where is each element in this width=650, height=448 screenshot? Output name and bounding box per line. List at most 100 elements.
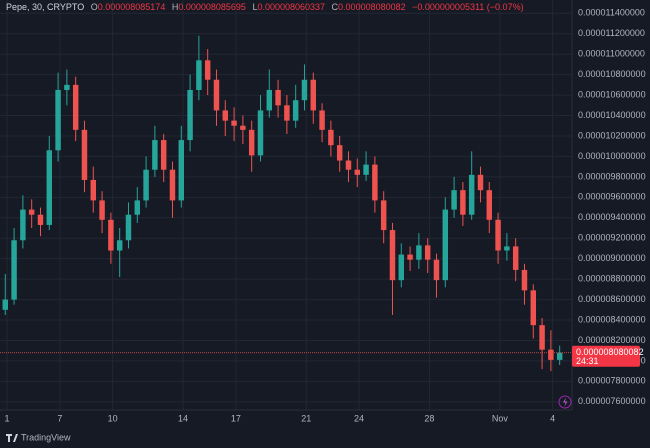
y-tick-label: 0.000011000000 xyxy=(578,49,645,59)
y-tick-label: 0.000009800000 xyxy=(578,171,646,181)
candle-body xyxy=(99,200,105,220)
y-tick-label: 0.000008800000 xyxy=(578,274,646,284)
ohlc-value: 0.000008080082 xyxy=(338,2,406,12)
last-price-label: 0.000008080082 xyxy=(576,347,644,357)
y-tick-label: 0.000009000000 xyxy=(578,253,646,263)
candle-body xyxy=(72,84,79,130)
y-tick-label: 0.000010200000 xyxy=(578,130,646,140)
candle-body xyxy=(257,110,264,156)
y-tick-label: 0.000008400000 xyxy=(578,314,646,324)
candle-body xyxy=(433,259,440,281)
candle-body xyxy=(37,214,44,225)
candle-body xyxy=(196,60,202,90)
candle-body xyxy=(204,60,211,80)
candle-body xyxy=(548,349,554,360)
x-tick-label: 4 xyxy=(550,413,555,423)
candle-body xyxy=(424,245,431,260)
candle-body xyxy=(266,89,273,111)
candle-body xyxy=(46,150,53,225)
candle-body xyxy=(20,209,26,241)
y-tick-label: 0.000010600000 xyxy=(578,89,646,99)
y-tick-label: 0.000007600000 xyxy=(578,396,646,406)
ohlc-label: L xyxy=(252,2,257,12)
symbol: Pepe, 30, CRYPTO xyxy=(6,2,84,12)
candle-body xyxy=(125,214,132,241)
x-tick-label: 21 xyxy=(301,413,311,423)
candle-body xyxy=(152,140,158,170)
brand: TradingView xyxy=(21,432,71,442)
ohlc-label: C xyxy=(332,2,339,12)
candle-body xyxy=(178,140,185,201)
candle-body xyxy=(11,240,17,300)
candle-body xyxy=(310,79,317,111)
candle-body xyxy=(345,160,352,170)
candle-body xyxy=(28,209,35,215)
y-tick-label: 0.000011200000 xyxy=(578,28,645,38)
y-tick-label: 0.000008200000 xyxy=(578,335,646,345)
replay-bolt xyxy=(563,397,568,407)
y-tick-label: 0.000009400000 xyxy=(578,212,646,222)
candle-body xyxy=(301,79,308,101)
y-tick-label: 0.000011400000 xyxy=(578,8,645,18)
legend: Pepe, 30, CRYPTO O0.000008085174 H0.0000… xyxy=(6,2,524,12)
replay-icon[interactable] xyxy=(558,395,572,409)
candle-body xyxy=(556,352,563,360)
candle-body xyxy=(442,209,449,281)
candle-body xyxy=(275,89,281,106)
candle-body xyxy=(90,179,97,201)
x-tick-label: 7 xyxy=(57,413,62,423)
candle-body xyxy=(486,190,493,220)
y-tick-label: 0.000009600000 xyxy=(578,192,646,202)
candle-body xyxy=(284,105,290,121)
candle-body xyxy=(407,254,413,260)
x-tick-label: Nov xyxy=(492,413,509,423)
x-tick-label: 14 xyxy=(178,413,188,423)
logo-icon xyxy=(6,434,18,442)
candle-body xyxy=(372,164,378,201)
ohlc-value: 0.000008085174 xyxy=(98,2,166,12)
candle-body xyxy=(222,110,229,121)
x-tick-label: 28 xyxy=(424,413,434,423)
candle-body xyxy=(134,200,141,215)
candle-body xyxy=(328,129,334,146)
candle-body xyxy=(187,89,193,141)
x-tick-label: 10 xyxy=(108,413,118,423)
candle-body xyxy=(530,290,537,326)
candle-body xyxy=(416,245,422,260)
countdown: 24:31 xyxy=(576,356,599,366)
candle-body xyxy=(380,200,387,231)
candle-body xyxy=(64,84,70,90)
replay-button[interactable] xyxy=(558,395,572,409)
candle-body xyxy=(495,219,501,251)
candles xyxy=(2,35,563,372)
last-price-box xyxy=(572,345,640,367)
brand-logo: TradingView xyxy=(6,432,71,442)
candle-body xyxy=(521,269,528,291)
candle-body xyxy=(2,299,9,310)
candle-body xyxy=(248,129,255,156)
candle-body xyxy=(116,240,123,251)
y-tick-label: 0.000009200000 xyxy=(578,233,646,243)
candle-body xyxy=(143,169,149,201)
candle-body xyxy=(108,219,114,251)
candle-body xyxy=(363,164,369,175)
candle-body xyxy=(460,190,466,215)
y-tick-label: 0.000010400000 xyxy=(578,110,646,120)
candle-body xyxy=(512,246,519,270)
candle-body xyxy=(160,140,167,170)
candle-body xyxy=(504,246,510,251)
change: −0.000000005311 (−0.07%) xyxy=(412,2,523,12)
y-tick-label: 0.000010800000 xyxy=(578,69,646,79)
candle-body xyxy=(231,120,237,126)
candle-body xyxy=(81,129,88,180)
y-tick-label: 0.000008600000 xyxy=(578,294,646,304)
candle-body xyxy=(389,230,396,281)
candle-body xyxy=(336,145,343,161)
candle-body xyxy=(55,89,61,151)
candle-body xyxy=(468,174,475,215)
candle-body xyxy=(451,190,457,210)
candle-body xyxy=(319,110,325,130)
x-tick-label: 17 xyxy=(231,413,241,423)
candle-body xyxy=(477,174,484,191)
